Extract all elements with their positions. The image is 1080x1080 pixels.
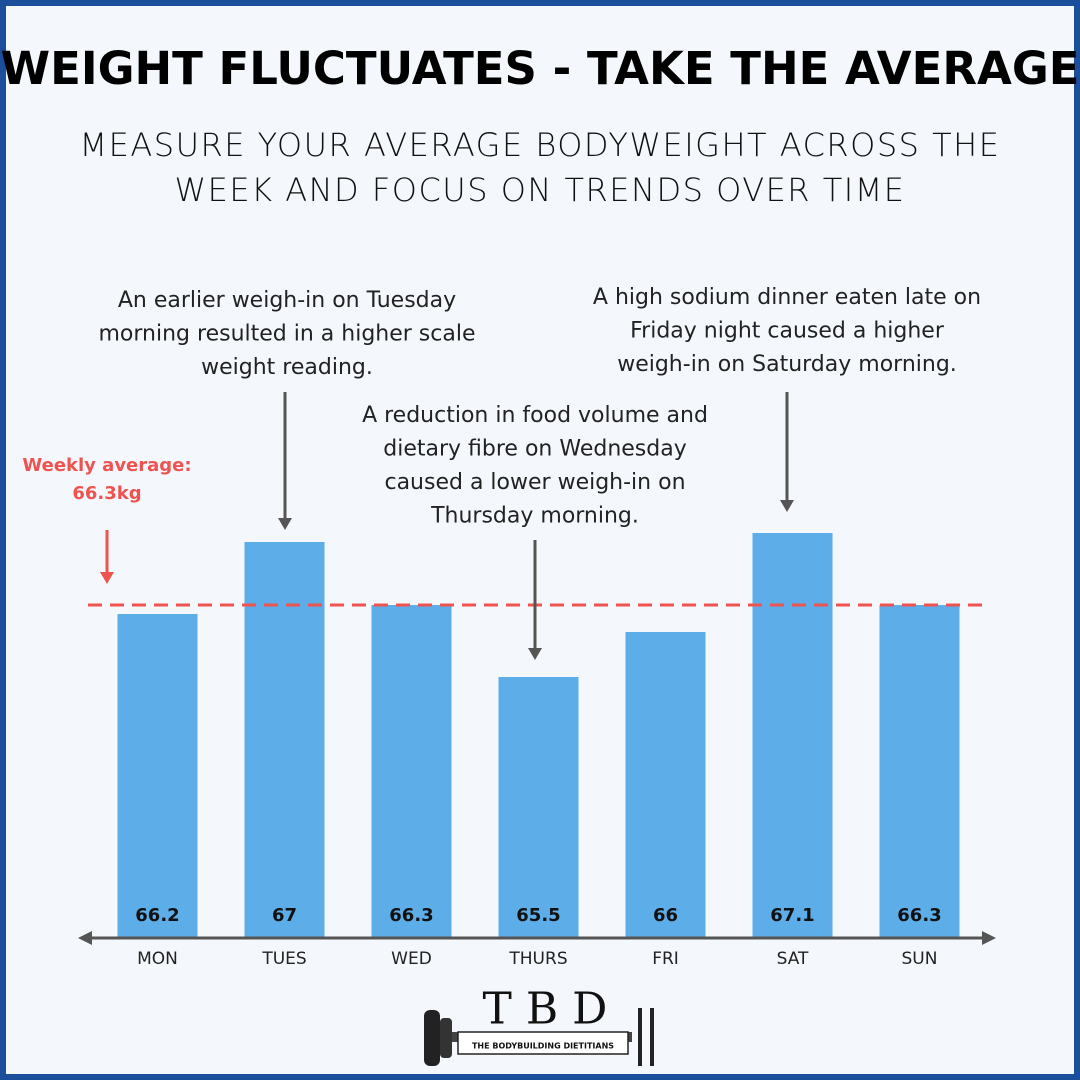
- annotation: morning resulted in a higher scale: [99, 322, 476, 347]
- bar: [117, 614, 198, 938]
- value-label: 66: [653, 905, 678, 926]
- annotation-arrow-head: [278, 518, 292, 530]
- average-arrow-head: [100, 572, 114, 584]
- value-label: 66.2: [135, 905, 179, 926]
- annotation: weigh-in on Saturday morning.: [617, 352, 957, 377]
- title: WEIGHT FLUCTUATES - TAKE THE AVERAGE: [0, 42, 1079, 95]
- annotation: An earlier weigh-in on Tuesday: [118, 288, 456, 313]
- bar: [244, 542, 325, 938]
- annotation: A high sodium dinner eaten late on: [593, 285, 981, 310]
- bar: [625, 632, 706, 938]
- annotation: Thursday morning.: [430, 504, 639, 529]
- annotation: Friday night caused a higher: [630, 319, 945, 344]
- annotation: A reduction in food volume and: [362, 403, 708, 428]
- logo: T B D THE BODYBUILDING DIETITIANS: [424, 984, 654, 1066]
- bar: [879, 605, 960, 938]
- subtitle: WEEK AND FOCUS ON TRENDS OVER TIME: [174, 171, 905, 209]
- bar: [498, 677, 579, 938]
- x-tick-label: THURS: [508, 949, 567, 969]
- annotation: weight reading.: [201, 355, 373, 380]
- axis-arrow: [78, 931, 92, 945]
- value-label: 66.3: [897, 905, 941, 926]
- annotation-arrow-head: [780, 500, 794, 512]
- x-tick-label: TUES: [261, 949, 306, 969]
- subtitle: MEASURE YOUR AVERAGE BODYWEIGHT ACROSS T…: [80, 126, 1001, 164]
- value-label: 66.3: [389, 905, 433, 926]
- bar: [371, 605, 452, 938]
- logo-plate: [424, 1010, 440, 1066]
- average-label: 66.3kg: [72, 483, 141, 504]
- logo-box: [457, 1031, 629, 1055]
- x-tick-label: FRI: [652, 949, 679, 969]
- x-tick-label: WED: [391, 949, 432, 969]
- average-label: Weekly average:: [22, 455, 191, 476]
- logo-tagline: THE BODYBUILDING DIETITIANS: [472, 1042, 614, 1051]
- logo-plate: [440, 1018, 452, 1058]
- value-label: 65.5: [516, 905, 560, 926]
- annotation: dietary fibre on Wednesday: [383, 437, 686, 462]
- value-label: 67.1: [770, 905, 814, 926]
- value-label: 67: [272, 905, 297, 926]
- x-tick-label: MON: [137, 949, 178, 969]
- bar: [752, 533, 833, 938]
- x-tick-label: SAT: [777, 949, 809, 969]
- annotation-arrow-head: [528, 648, 542, 660]
- x-tick-label: SUN: [902, 949, 938, 969]
- axis-arrow: [982, 931, 996, 945]
- annotation: caused a lower weigh-in on: [384, 470, 685, 495]
- logo-letters: T B D: [483, 984, 608, 1035]
